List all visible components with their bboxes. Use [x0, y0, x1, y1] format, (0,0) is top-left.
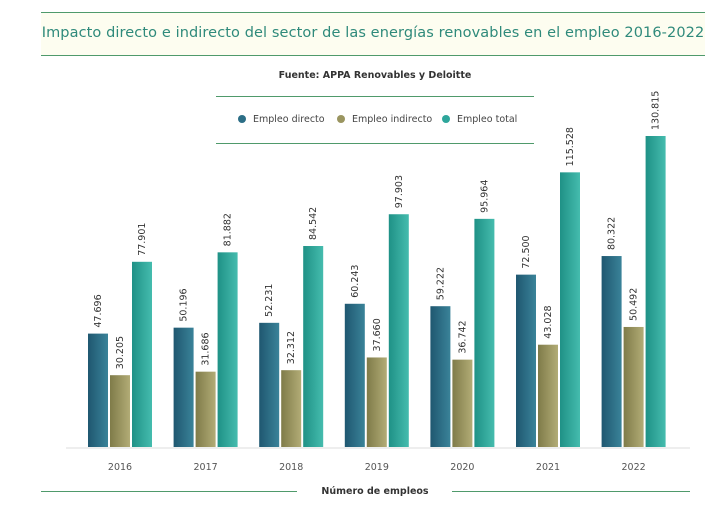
value-label-empleo-indirecto-2016: 30.205: [115, 336, 126, 369]
chart-title: Impacto directo e indirecto del sector d…: [41, 25, 705, 41]
bar-empleo-indirecto-2019: [366, 357, 387, 447]
legend-label-empleo-indirecto: Empleo indirecto: [352, 114, 433, 125]
category-label-2018: 2018: [279, 462, 303, 473]
xaxis-rule-left: [41, 491, 297, 492]
bar-empleo-indirecto-2021: [538, 344, 558, 447]
legend-dot-empleo-directo: [238, 115, 246, 123]
bar-empleo-directo-2017: [173, 327, 194, 447]
value-label-empleo-indirecto-2017: 31.686: [201, 332, 212, 365]
value-label-empleo-total-2021: 115.528: [565, 127, 576, 166]
category-label-2016: 2016: [108, 462, 132, 473]
value-label-empleo-directo-2021: 72.500: [521, 235, 532, 268]
bar-empleo-total-2019: [388, 214, 409, 447]
value-label-empleo-indirecto-2020: 36.742: [457, 320, 468, 353]
legend-item-empleo-directo: Empleo directo: [238, 114, 325, 125]
value-label-empleo-indirecto-2022: 50.492: [629, 288, 640, 321]
value-label-empleo-directo-2020: 59.222: [435, 267, 446, 300]
value-label-empleo-directo-2018: 52.231: [264, 284, 275, 317]
legend-item-empleo-indirecto: Empleo indirecto: [337, 114, 432, 125]
chart-source: Fuente: APPA Renovables y Deloitte: [278, 70, 472, 81]
bar-empleo-directo-2019: [344, 303, 365, 447]
value-label-empleo-indirecto-2021: 43.028: [543, 305, 554, 338]
value-label-empleo-directo-2022: 80.322: [607, 217, 618, 250]
bar-empleo-directo-2018: [259, 322, 280, 447]
bar-empleo-total-2022: [645, 136, 666, 447]
bar-empleo-directo-2016: [88, 333, 108, 447]
category-label-2017: 2017: [194, 462, 218, 473]
bar-empleo-total-2016: [132, 261, 152, 447]
value-label-empleo-total-2016: 77.901: [137, 223, 148, 256]
legend-label-empleo-directo: Empleo directo: [253, 114, 325, 125]
bar-empleo-total-2021: [560, 172, 580, 447]
legend-item-empleo-total: Empleo total: [442, 114, 517, 125]
value-label-empleo-total-2022: 130.815: [651, 91, 662, 130]
bar-empleo-total-2017: [217, 252, 238, 447]
value-label-empleo-indirecto-2019: 37.660: [372, 318, 383, 351]
bar-empleo-directo-2021: [516, 274, 536, 447]
category-label-2022: 2022: [622, 462, 646, 473]
bars-group: [88, 136, 666, 447]
bar-empleo-total-2018: [303, 246, 324, 447]
bar-empleo-indirecto-2022: [623, 326, 644, 447]
bar-empleo-indirecto-2018: [281, 370, 302, 447]
category-label-2020: 2020: [450, 462, 474, 473]
category-labels-group: 2016 2017 2018 2019 2020 2021 2022: [108, 462, 646, 473]
value-label-empleo-total-2017: 81.882: [223, 213, 234, 246]
value-label-empleo-directo-2016: 47.696: [93, 294, 104, 327]
category-label-2021: 2021: [536, 462, 560, 473]
bar-empleo-directo-2020: [430, 306, 451, 447]
value-label-empleo-total-2020: 95.964: [479, 180, 490, 213]
legend-dot-empleo-indirecto: [337, 115, 345, 123]
value-label-empleo-directo-2019: 60.243: [350, 265, 361, 298]
bar-empleo-directo-2022: [601, 256, 622, 447]
x-axis-label: Número de empleos: [321, 486, 429, 497]
value-labels-group: 47.696 30.205 77.901 50.196 31.686 81.882 52.2…: [93, 91, 662, 369]
bar-empleo-indirecto-2020: [452, 359, 473, 447]
value-label-empleo-total-2019: 97.903: [394, 175, 405, 208]
legend-label-empleo-total: Empleo total: [457, 114, 518, 125]
category-label-2019: 2019: [365, 462, 389, 473]
bar-empleo-total-2020: [474, 218, 495, 447]
value-label-empleo-indirecto-2018: 32.312: [286, 331, 297, 364]
value-label-empleo-total-2018: 84.542: [308, 207, 319, 240]
xaxis-rule-right: [452, 491, 690, 492]
bar-empleo-indirecto-2017: [195, 371, 216, 447]
title-box: Impacto directo e indirecto del sector d…: [41, 12, 705, 56]
value-label-empleo-directo-2017: 50.196: [179, 288, 190, 321]
bar-empleo-indirecto-2016: [110, 375, 130, 447]
chart-legend: Empleo directo Empleo indirecto Empleo t…: [216, 96, 534, 144]
legend-dot-empleo-total: [442, 115, 450, 123]
